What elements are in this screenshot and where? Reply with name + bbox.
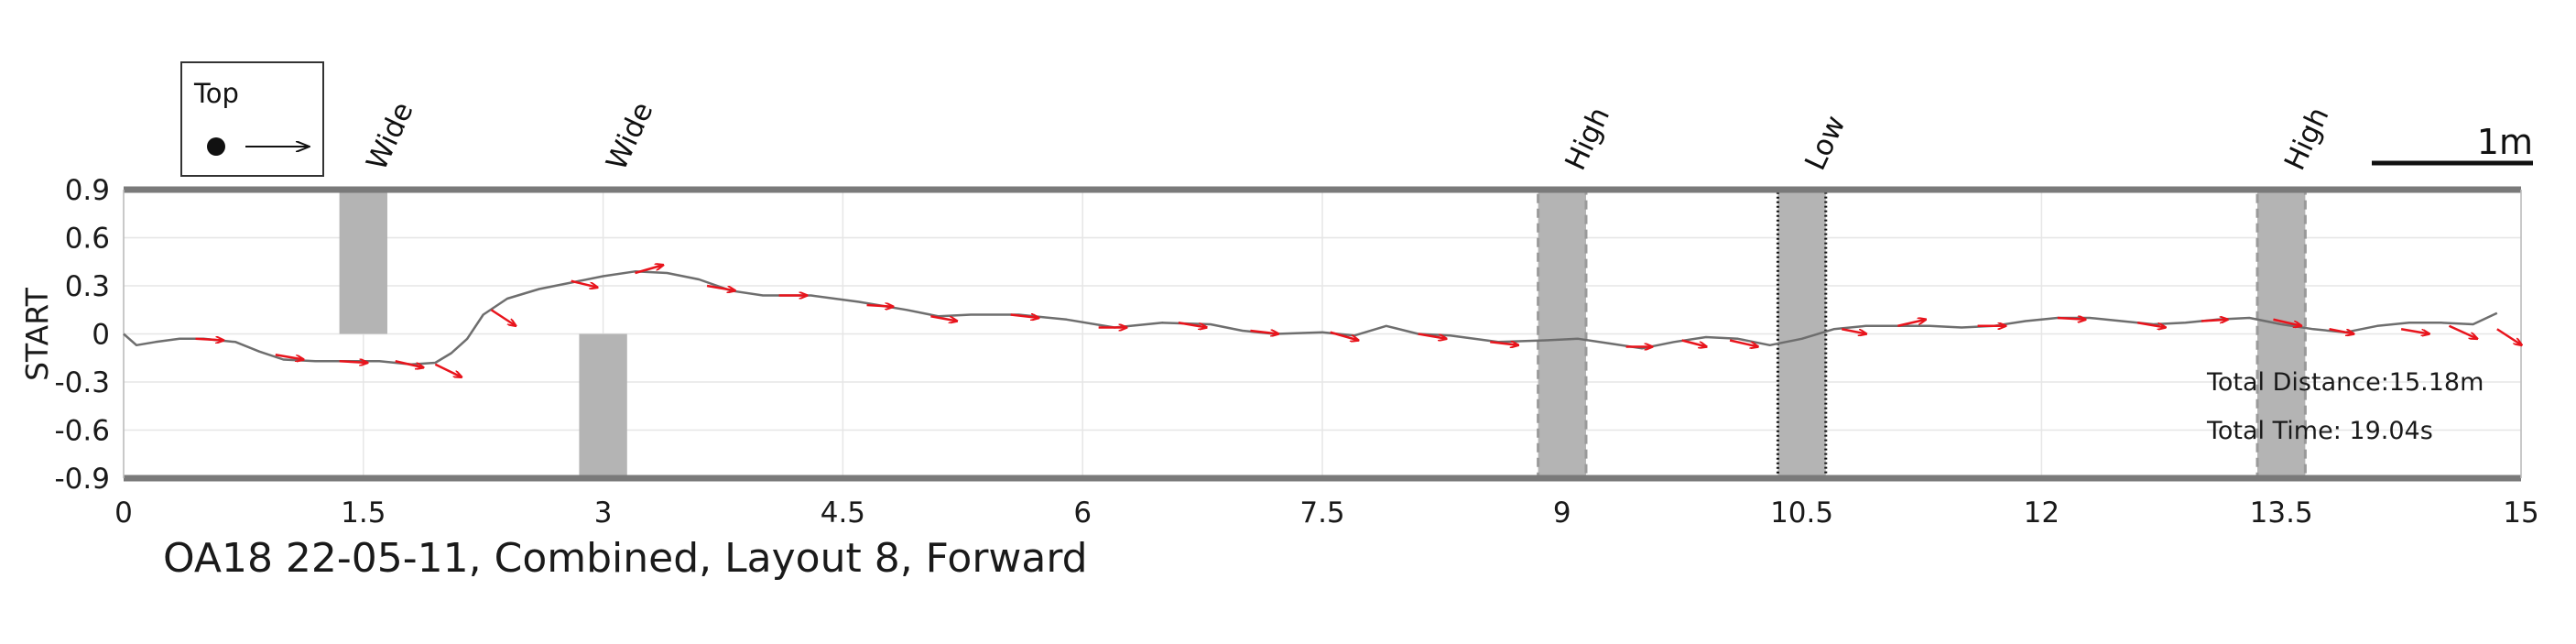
x-tick-label: 6 [1073, 497, 1092, 529]
x-tick-label: 9 [1553, 497, 1571, 529]
y-tick-label: -0.3 [55, 366, 111, 399]
legend: Top [180, 61, 324, 177]
heading-arrow [571, 279, 598, 288]
scale-bar: 1m [2372, 122, 2533, 166]
heading-arrow [2201, 320, 2228, 322]
x-tick-label: 10.5 [1770, 497, 1833, 529]
obstacle-labels: Wide Wide High Low High [360, 97, 2335, 175]
grid [123, 189, 2522, 479]
x-tick-label: 3 [594, 497, 613, 529]
y-tick-label: -0.9 [55, 463, 111, 496]
heading-arrow [490, 309, 516, 326]
y-tick-label: 0.3 [65, 270, 110, 303]
x-tick-label: 1.5 [341, 497, 386, 529]
obstacle-label: High [1559, 103, 1616, 176]
x-tick-label: 4.5 [821, 497, 865, 529]
heading-arrow [706, 284, 735, 290]
heading-arrow [1330, 331, 1359, 341]
heading-arrow [2496, 328, 2522, 345]
heading-arrow [1897, 320, 1926, 327]
obstacles [339, 188, 2307, 480]
heading-arrow [1178, 322, 1207, 327]
chart-caption: OA18 22-05-11, Combined, Layout 8, Forwa… [163, 535, 1088, 582]
x-tick-label: 13.5 [2250, 497, 2313, 529]
heading-arrow [1681, 339, 1707, 347]
y-tick-label: 0.6 [65, 223, 110, 256]
heading-arrow [1729, 339, 1758, 347]
obstacle-label: High [2278, 103, 2336, 176]
heading-arrow [1250, 331, 1278, 334]
x-tick-label: 7.5 [1299, 497, 1344, 529]
legend-label: Top [193, 78, 239, 109]
heading-arrows [195, 265, 2522, 377]
heading-arrow [2329, 328, 2354, 333]
x-tick-label: 0 [114, 497, 133, 529]
heading-arrow [434, 363, 462, 377]
heading-arrow [2136, 322, 2166, 327]
heading-arrow [195, 339, 224, 341]
heading-arrow [1490, 342, 1518, 345]
obstacle-label: Low [1799, 111, 1852, 176]
heading-arrow [339, 361, 368, 363]
y-axis-label: START [19, 287, 55, 381]
heading-arrow [866, 305, 894, 307]
heading-arrow [1841, 328, 1866, 333]
heading-arrow [1010, 315, 1039, 319]
x-tick-label: 12 [2024, 497, 2060, 529]
y-tick-label: 0.9 [65, 174, 110, 207]
trajectory [123, 270, 2498, 366]
y-tick-labels: 0.9 0.6 0.3 0 -0.3 -0.6 -0.9 [55, 174, 111, 496]
heading-arrow [2273, 318, 2301, 326]
obstacle-high [2255, 188, 2307, 480]
legend-box [180, 61, 324, 177]
heading-arrow [2057, 318, 2086, 320]
heading-arrow [275, 354, 304, 359]
obstacle-label: Wide [600, 97, 659, 175]
heading-arrow [395, 360, 424, 367]
obstacle-label: Wide [360, 97, 419, 175]
heading-arrow [1418, 333, 1447, 339]
x-tick-label: 15 [2503, 497, 2538, 529]
heading-arrow [2400, 328, 2429, 333]
obstacle-high [1537, 188, 1588, 480]
heading-arrow [930, 315, 957, 321]
total-distance: Total Distance:15.18m [2206, 368, 2484, 397]
x-tick-labels: 0 1.5 3 4.5 6 7.5 9 10.5 12 13.5 15 [114, 497, 2539, 529]
total-time: Total Time: 19.04s [2206, 417, 2433, 445]
heading-arrow [2448, 324, 2477, 339]
plot-frame [123, 186, 2522, 482]
y-tick-label: -0.6 [55, 415, 111, 448]
legend-dot-icon [207, 137, 225, 156]
heading-arrow [635, 265, 664, 275]
y-tick-label: 0 [92, 319, 110, 352]
obstacle-wide [579, 333, 627, 478]
scale-bar-label: 1m [2477, 122, 2533, 162]
trajectory-line [123, 270, 2498, 366]
obstacle-wide [339, 190, 387, 334]
